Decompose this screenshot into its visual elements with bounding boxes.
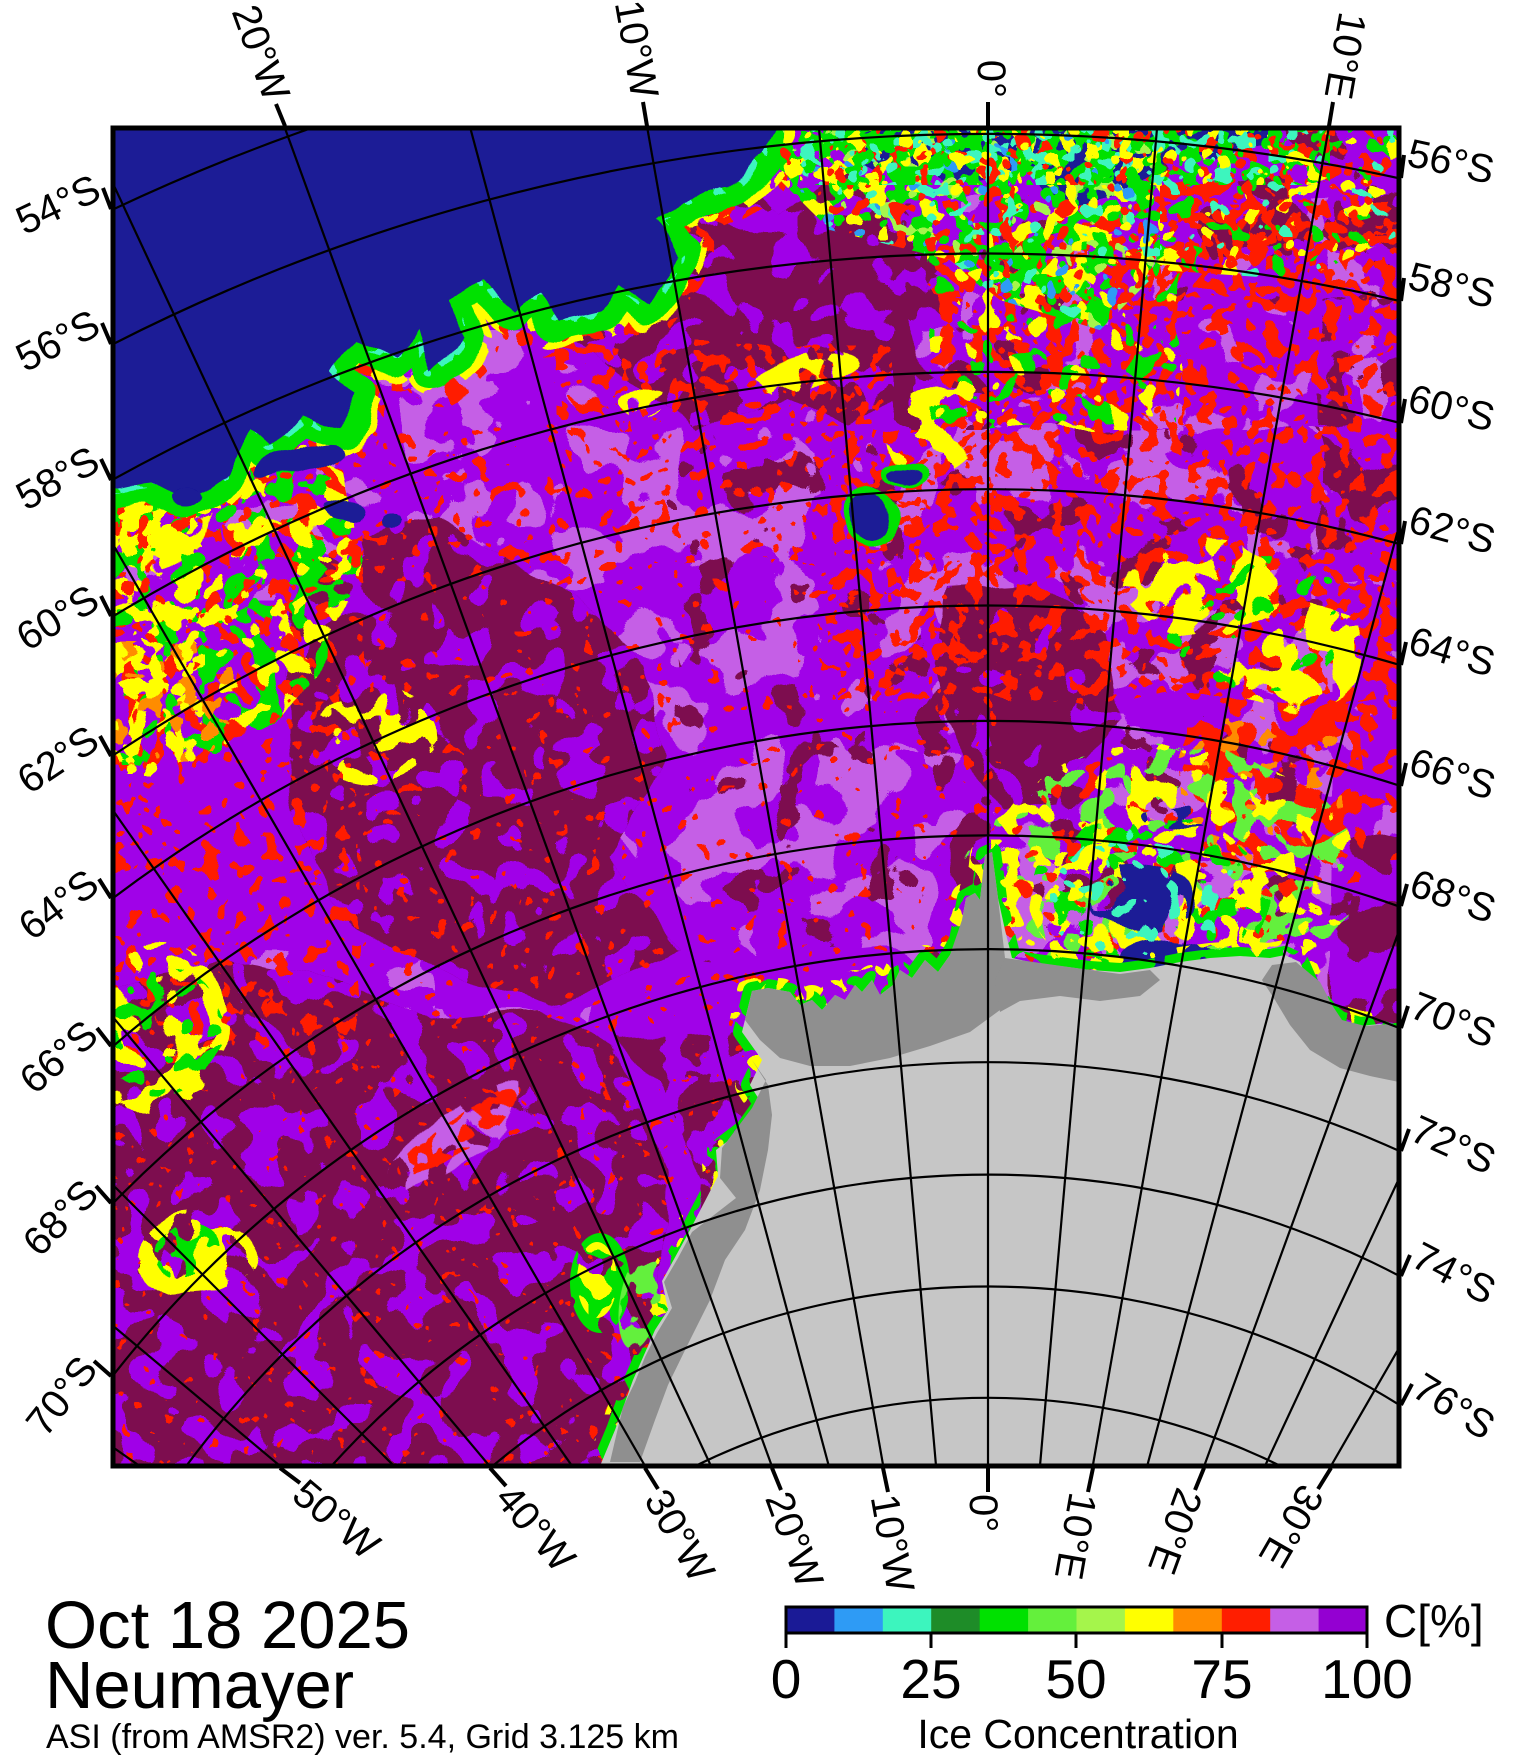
svg-text:C[%]: C[%] [1384,1595,1484,1647]
svg-text:50: 50 [1045,1648,1106,1710]
svg-text:75: 75 [1191,1648,1252,1710]
svg-text:0°: 0° [969,60,1013,98]
svg-text:ASI (from AMSR2) ver. 5.4, Gr: ASI (from AMSR2) ver. 5.4, Grid 3.125 km [46,1718,679,1756]
svg-text:Ice Concentration: Ice Concentration [917,1711,1238,1757]
svg-text:0: 0 [771,1648,802,1710]
svg-text:Neumayer: Neumayer [45,1648,354,1723]
svg-text:100: 100 [1321,1648,1413,1710]
svg-text:25: 25 [900,1648,961,1710]
svg-text:0°: 0° [961,1494,1005,1532]
